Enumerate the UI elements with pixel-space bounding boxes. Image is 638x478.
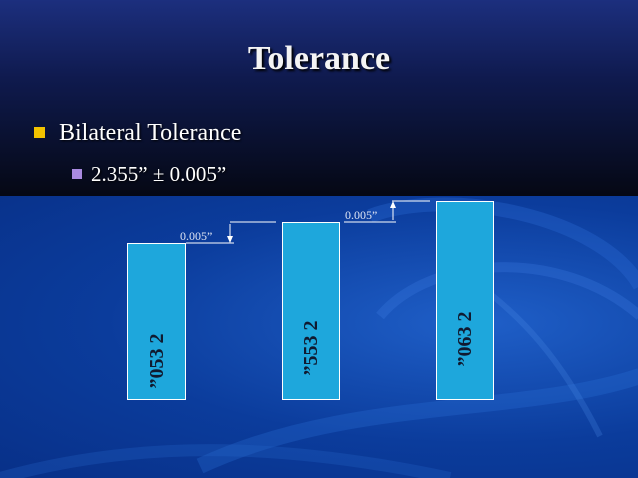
bar-min: [127, 243, 186, 400]
bar-nominal: [282, 222, 340, 400]
bullet-1-text: Bilateral Tolerance: [59, 120, 242, 146]
bullet-bilateral: Bilateral Tolerance: [34, 120, 241, 147]
bar-max: [436, 201, 494, 400]
square-bullet-icon: [72, 169, 82, 179]
lower-tolerance-label: 0.005”: [180, 229, 213, 243]
bullet-tolerance-spec: 2.355” ± 0.005”: [72, 162, 226, 187]
header-band: [0, 0, 638, 196]
upper-tolerance-label: 0.005”: [345, 208, 378, 222]
slide-title: Tolerance: [247, 40, 391, 77]
bullet-2-text: 2.355” ± 0.005”: [91, 162, 227, 186]
square-bullet-icon: [34, 127, 45, 138]
